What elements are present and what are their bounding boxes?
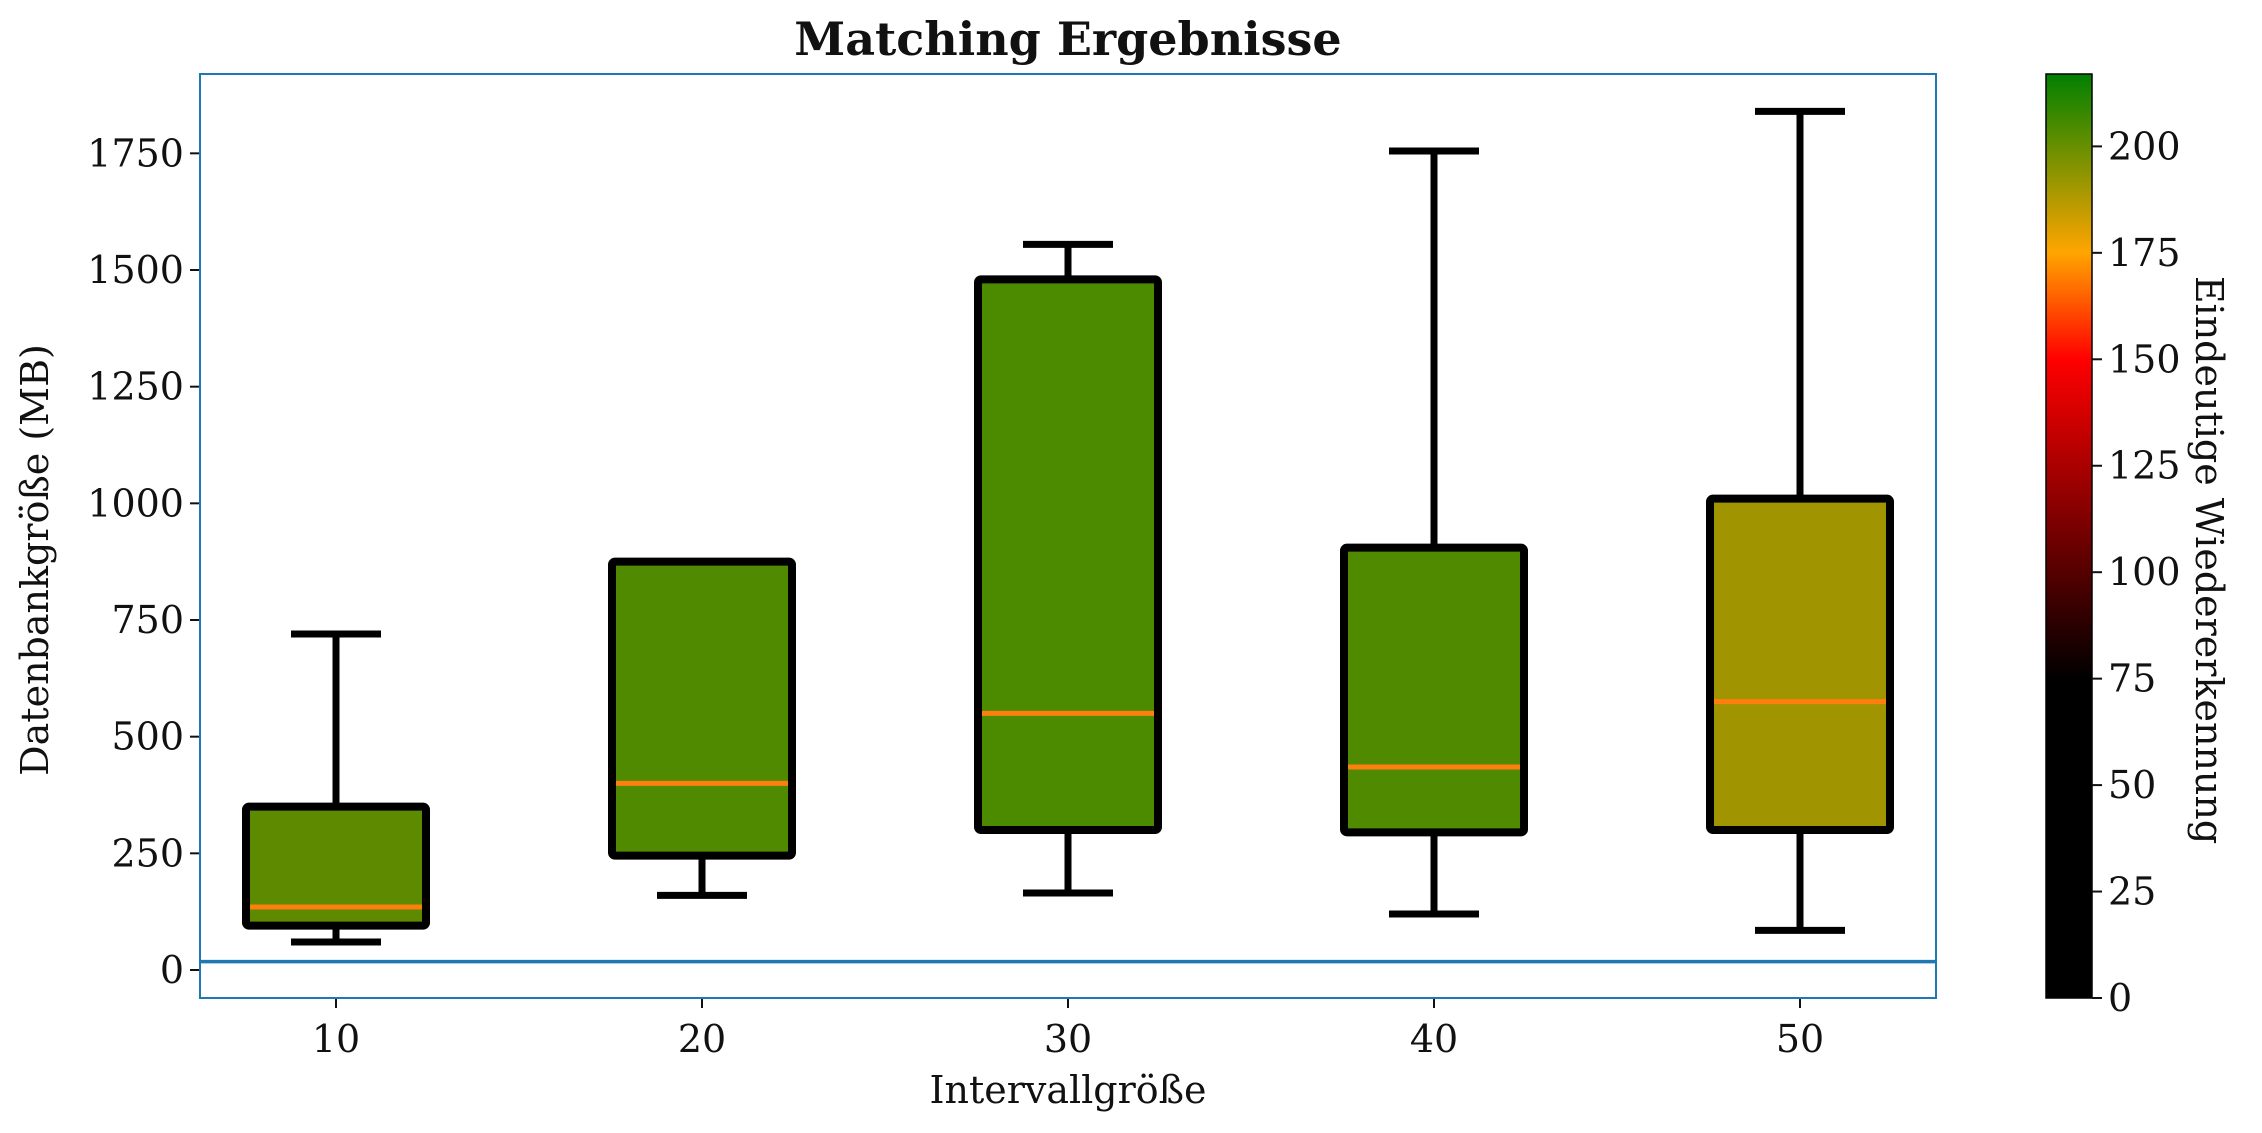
y-tick-label: 500	[111, 715, 184, 759]
plot-frame	[199, 73, 1937, 999]
colorbar: 0 25 50 75 100 125 150 175 200	[2045, 73, 2181, 1020]
y-tick-label: 750	[111, 598, 184, 642]
colorbar-gradient	[2045, 73, 2093, 999]
y-tick-label: 1500	[87, 248, 184, 292]
y-tick-label: 1750	[87, 131, 184, 175]
plot-area: 0 250 500 750 1000 1250 1500 1750 10 20 30 40 50	[87, 73, 1937, 1061]
x-tick-label: 10	[312, 1017, 360, 1061]
x-tick-label: 50	[1776, 1017, 1824, 1061]
box-30	[974, 240, 1162, 897]
x-tick-label: 30	[1044, 1017, 1092, 1061]
box-body	[242, 802, 430, 930]
y-tick-label: 1250	[87, 365, 184, 409]
chart-title: Matching Ergebnisse	[794, 12, 1341, 66]
colorbar-tick-label: 25	[2108, 870, 2156, 914]
colorbar-tick-label: 175	[2108, 231, 2181, 275]
box-40	[1340, 147, 1528, 918]
colorbar-tick-label: 0	[2108, 976, 2132, 1020]
box-body	[1340, 543, 1528, 837]
y-tick-label: 250	[111, 831, 184, 875]
box-10	[242, 630, 430, 946]
x-tick-label: 40	[1410, 1017, 1458, 1061]
colorbar-tick-label: 50	[2108, 763, 2156, 807]
y-tick-label: 0	[160, 948, 184, 992]
box-body	[974, 275, 1162, 835]
x-axis-label: Intervallgröße	[929, 1068, 1206, 1112]
colorbar-tick-label: 125	[2108, 444, 2181, 488]
box-body	[608, 557, 796, 860]
colorbar-tick-label: 100	[2108, 550, 2181, 594]
y-axis-label: Datenbankgröße (MB)	[13, 344, 57, 776]
colorbar-label: Eindeutige Wiedererkennung	[2187, 276, 2231, 844]
box-50	[1706, 107, 1894, 934]
colorbar-tick-label: 200	[2108, 124, 2181, 168]
colorbar-tick-label: 75	[2108, 657, 2156, 701]
colorbar-tick-label: 150	[2108, 337, 2181, 381]
y-tick-label: 1000	[87, 481, 184, 525]
x-tick-label: 20	[678, 1017, 726, 1061]
box-body	[1706, 494, 1894, 834]
box-20	[608, 557, 796, 899]
